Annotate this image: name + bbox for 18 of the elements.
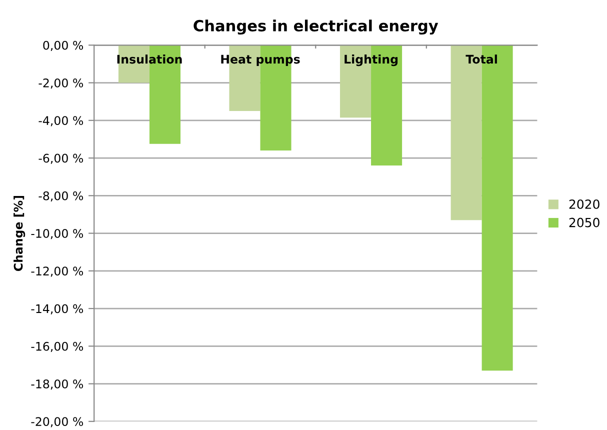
legend-label: 2050 bbox=[569, 218, 600, 228]
x-tick-label: Insulation bbox=[117, 54, 182, 64]
y-tick-label: -10,00 % bbox=[31, 229, 84, 240]
y-axis-title: Change [%] bbox=[14, 196, 26, 271]
chart-title: Changes in electrical energy bbox=[194, 20, 438, 35]
x-tick-label: Total bbox=[466, 54, 497, 64]
legend-label: 2020 bbox=[569, 199, 600, 209]
y-tick-label: -8,00 % bbox=[38, 191, 84, 202]
y-tick-label: -6,00 % bbox=[38, 154, 84, 164]
y-tick-label: -18,00 % bbox=[31, 380, 84, 390]
y-tick-label: 0,00 % bbox=[43, 40, 84, 52]
y-tick-label: -16,00 % bbox=[31, 342, 84, 352]
x-tick-label: Lighting bbox=[344, 54, 398, 66]
y-tick-label: -4,00 % bbox=[38, 116, 84, 126]
y-tick-label: -12,00 % bbox=[31, 266, 84, 277]
y-tick-label: -14,00 % bbox=[31, 304, 84, 314]
y-tick-label: -2,00 % bbox=[38, 78, 84, 89]
y-tick-label: -20,00 % bbox=[31, 417, 84, 428]
